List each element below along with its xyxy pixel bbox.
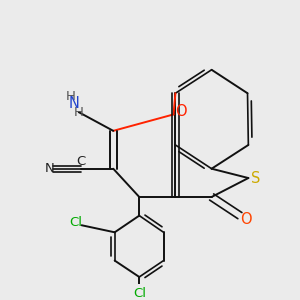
Text: C: C <box>76 155 86 168</box>
Text: Cl: Cl <box>69 216 82 229</box>
Text: N: N <box>69 96 80 111</box>
Text: S: S <box>251 170 260 185</box>
Text: N: N <box>45 162 55 175</box>
Text: O: O <box>240 212 252 227</box>
Text: H: H <box>65 90 75 103</box>
Text: O: O <box>175 103 186 118</box>
Text: Cl: Cl <box>133 287 146 300</box>
Text: H: H <box>74 106 84 119</box>
